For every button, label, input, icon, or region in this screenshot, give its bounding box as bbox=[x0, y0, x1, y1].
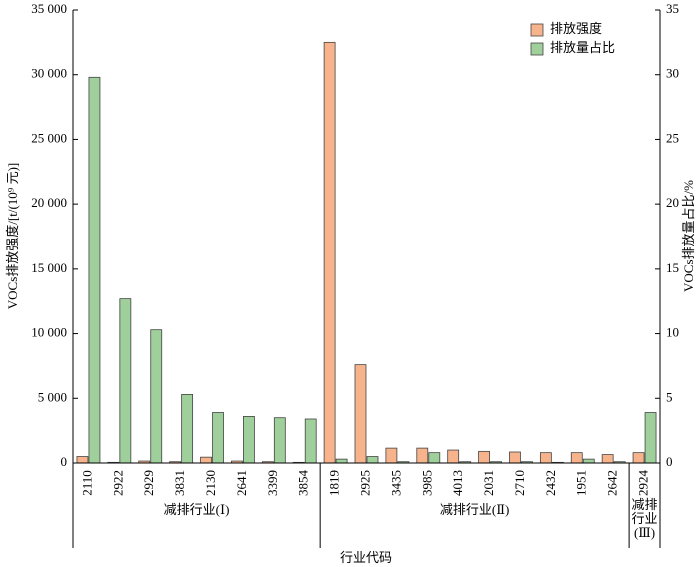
y2-axis-title: VOCs排放量占比/% bbox=[681, 180, 696, 292]
bar bbox=[354, 364, 367, 464]
x-tick-label: 2432 bbox=[543, 470, 558, 496]
bar bbox=[447, 449, 460, 464]
legend-label: 排放强度 bbox=[550, 21, 602, 36]
x-tick-label: 4013 bbox=[450, 470, 465, 496]
y-tick-label: 20 000 bbox=[31, 195, 67, 210]
y2-tick-label: 15 bbox=[666, 260, 679, 275]
x-tick-label: 3854 bbox=[296, 470, 311, 497]
bar bbox=[119, 298, 132, 464]
y2-tick-label: 35 bbox=[666, 1, 679, 16]
bar bbox=[304, 418, 317, 464]
bar bbox=[200, 456, 212, 464]
group-label: 减排行业(Ⅱ) bbox=[440, 502, 510, 517]
y-tick-label: 5 000 bbox=[38, 389, 67, 404]
bar bbox=[212, 412, 224, 464]
x-tick-label: 2130 bbox=[203, 470, 218, 496]
x-tick-label: 3399 bbox=[265, 470, 280, 496]
x-tick-label: 2922 bbox=[110, 470, 125, 496]
x-tick-label: 1951 bbox=[574, 470, 589, 496]
y-axis-title: VOCs排放强度/[t/(10⁹ 元)] bbox=[5, 163, 20, 309]
x-tick-label: 2110 bbox=[79, 470, 94, 496]
bar bbox=[478, 450, 490, 464]
bar bbox=[335, 458, 348, 464]
bar bbox=[243, 416, 255, 464]
bar bbox=[428, 452, 441, 464]
group-label: 减排行业(Ⅲ) bbox=[631, 497, 658, 540]
bar bbox=[181, 394, 194, 464]
legend-swatch bbox=[530, 23, 544, 37]
x-tick-label: 2710 bbox=[512, 470, 527, 496]
bar bbox=[632, 452, 645, 464]
bar bbox=[570, 452, 583, 464]
legend-label: 排放量占比 bbox=[550, 40, 615, 55]
x-axis-title: 行业代码 bbox=[340, 550, 392, 565]
y-tick-label: 35 000 bbox=[31, 1, 67, 16]
bar bbox=[273, 417, 286, 464]
bar bbox=[509, 451, 521, 464]
y-tick-label: 0 bbox=[61, 454, 68, 469]
x-tick-label: 2641 bbox=[234, 470, 249, 496]
y-tick-label: 25 000 bbox=[31, 130, 67, 145]
bar bbox=[323, 41, 336, 464]
y2-tick-label: 0 bbox=[666, 454, 673, 469]
x-tick-label: 2924 bbox=[636, 470, 651, 497]
bar bbox=[150, 329, 163, 464]
x-tick-label: 2031 bbox=[481, 470, 496, 496]
y2-tick-label: 25 bbox=[666, 130, 679, 145]
y2-tick-label: 10 bbox=[666, 325, 679, 340]
bar bbox=[366, 456, 379, 464]
x-tick-label: 3831 bbox=[172, 470, 187, 496]
y2-tick-label: 5 bbox=[666, 389, 673, 404]
bar bbox=[601, 454, 614, 464]
legend-swatch bbox=[530, 42, 544, 56]
bar bbox=[88, 76, 101, 464]
y2-tick-label: 20 bbox=[666, 195, 679, 210]
group-label: 减排行业(Ⅰ) bbox=[164, 502, 230, 517]
bar bbox=[416, 447, 429, 464]
x-tick-label: 3985 bbox=[419, 470, 434, 496]
bar bbox=[644, 412, 657, 464]
y-tick-label: 10 000 bbox=[31, 325, 67, 340]
bar bbox=[582, 458, 595, 464]
bar bbox=[76, 456, 89, 464]
y2-tick-label: 30 bbox=[666, 66, 679, 81]
y-tick-label: 30 000 bbox=[31, 66, 67, 81]
x-tick-label: 2925 bbox=[357, 470, 372, 496]
x-tick-label: 1819 bbox=[327, 470, 342, 496]
x-tick-label: 3435 bbox=[388, 470, 403, 496]
bar bbox=[539, 452, 552, 464]
x-tick-label: 2642 bbox=[605, 470, 620, 496]
x-tick-label: 2929 bbox=[141, 470, 156, 496]
y-tick-label: 15 000 bbox=[31, 260, 67, 275]
bar bbox=[385, 447, 398, 464]
